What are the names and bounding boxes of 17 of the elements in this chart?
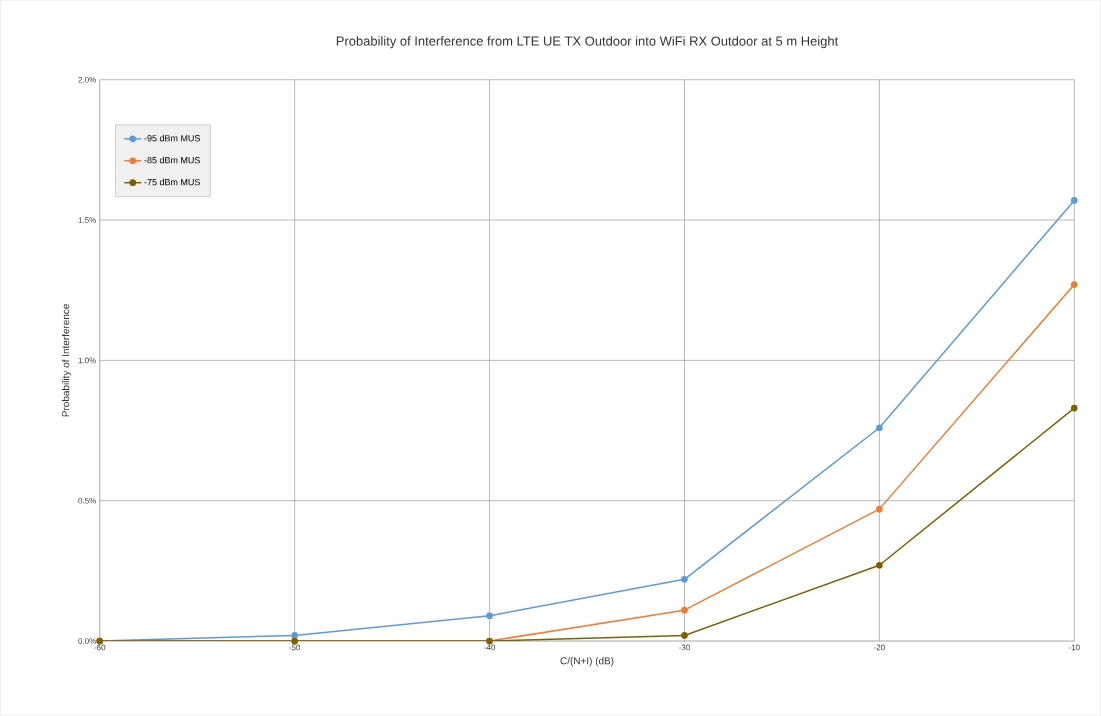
point bbox=[876, 562, 883, 569]
point bbox=[1070, 404, 1078, 412]
point bbox=[681, 606, 688, 614]
x-axis-title: C/(N+I) (dB) bbox=[560, 657, 614, 667]
point bbox=[681, 632, 688, 639]
legend-label: -95 dBm MUS bbox=[144, 134, 200, 142]
legend-label: -75 dBm MUS bbox=[144, 178, 200, 186]
point bbox=[876, 424, 883, 432]
legend-label: -85 dBm MUS bbox=[144, 156, 200, 164]
point bbox=[681, 576, 688, 583]
chart-title: Probability of Interference from LTE UE TX Outdoor into WiFi RX Outdoor at 5 m Height bbox=[336, 36, 839, 49]
point bbox=[1070, 281, 1078, 289]
point bbox=[291, 632, 298, 639]
point bbox=[876, 505, 883, 513]
point bbox=[486, 612, 493, 620]
y-axis-title: Probability of Interference bbox=[61, 304, 72, 417]
point bbox=[1070, 197, 1078, 204]
